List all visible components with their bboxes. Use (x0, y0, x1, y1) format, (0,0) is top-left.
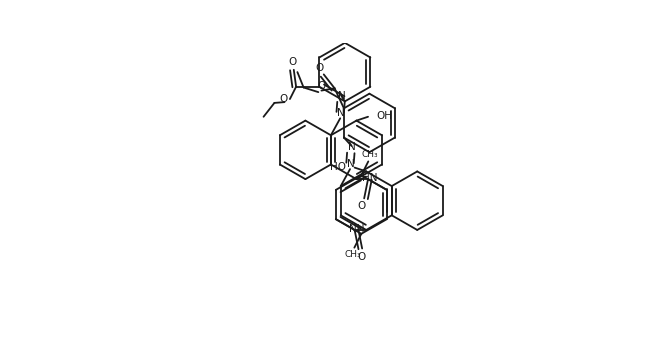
Text: N: N (337, 108, 345, 118)
Text: N: N (338, 91, 346, 101)
Text: O: O (315, 63, 323, 73)
Text: CH₃: CH₃ (362, 150, 378, 159)
Text: NH: NH (349, 224, 364, 234)
Text: O: O (288, 57, 297, 67)
Text: OH: OH (376, 111, 393, 121)
Text: CH₃: CH₃ (344, 250, 361, 259)
Text: HO: HO (330, 162, 346, 172)
Text: N: N (348, 142, 356, 152)
Text: O: O (358, 252, 366, 262)
Text: O: O (317, 81, 325, 91)
Text: O: O (279, 94, 288, 104)
Text: O: O (357, 201, 365, 211)
Text: N: N (347, 159, 355, 169)
Text: HN: HN (362, 174, 377, 183)
